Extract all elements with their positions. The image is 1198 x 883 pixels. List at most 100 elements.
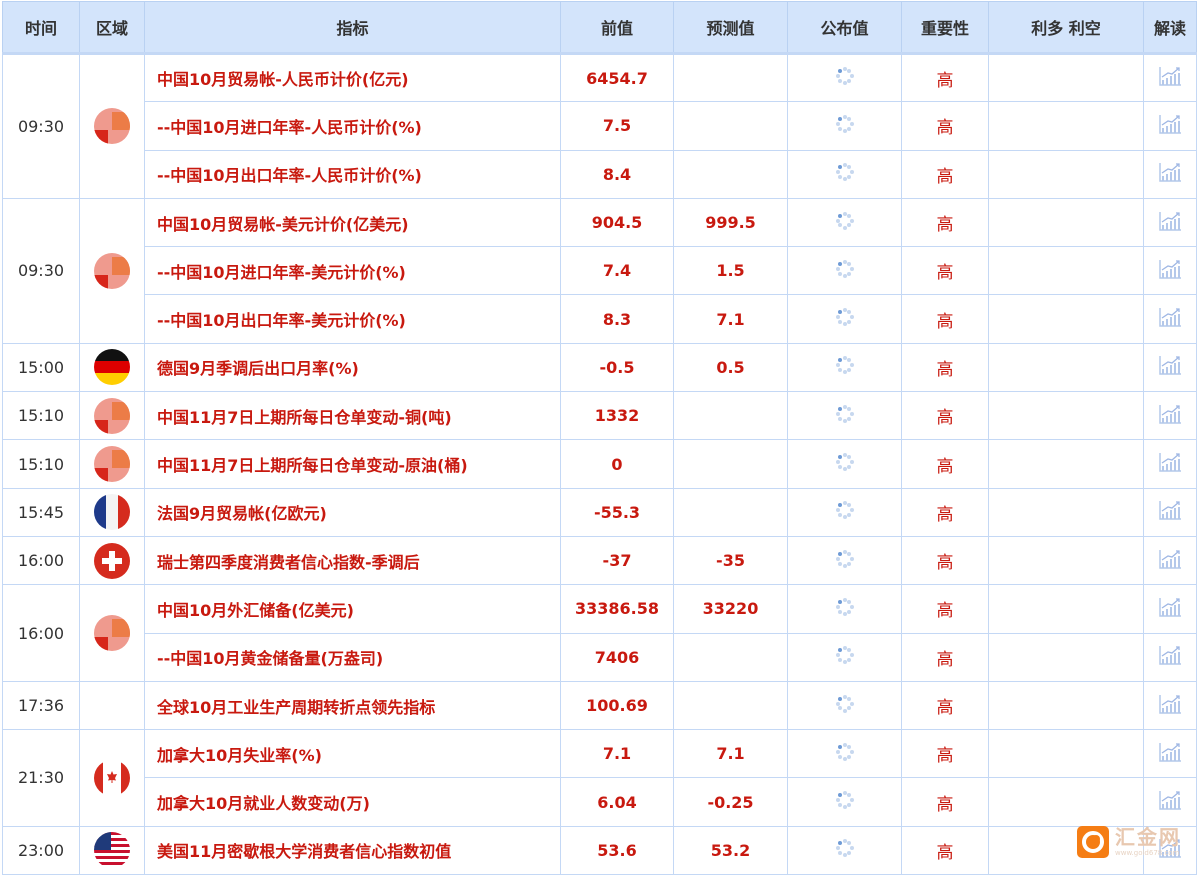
table-row: 09:30 中国10月贸易帐-人民币计价(亿元) 6454.7 高 bbox=[2, 52, 1197, 199]
analysis-cell[interactable] bbox=[1143, 729, 1197, 779]
indicator-name[interactable]: --中国10月进口年率-美元计价(%) bbox=[144, 246, 561, 296]
analysis-chart-icon[interactable] bbox=[1158, 548, 1182, 570]
importance-value: 高 bbox=[901, 294, 989, 344]
region-cell bbox=[79, 391, 145, 441]
indicator-name[interactable]: 全球10月工业生产周期转折点领先指标 bbox=[144, 680, 561, 731]
actual-value bbox=[787, 342, 902, 393]
analysis-chart-icon[interactable] bbox=[1158, 451, 1182, 473]
importance-value: 高 bbox=[901, 391, 989, 441]
analysis-chart-icon[interactable] bbox=[1158, 161, 1182, 183]
loading-spinner-icon bbox=[835, 259, 854, 278]
previous-value: 100.69 bbox=[560, 680, 674, 731]
bull-bear-cell bbox=[988, 52, 1144, 103]
analysis-cell[interactable] bbox=[1143, 52, 1197, 103]
analysis-cell[interactable] bbox=[1143, 777, 1197, 827]
bull-bear-cell bbox=[988, 197, 1144, 248]
indicator-name[interactable]: 中国11月7日上期所每日仓单变动-铜(吨) bbox=[144, 391, 561, 441]
indicator-name[interactable]: 加拿大10月就业人数变动(万) bbox=[144, 777, 561, 827]
actual-value bbox=[787, 535, 902, 586]
loading-spinner-icon bbox=[835, 404, 854, 423]
indicator-name[interactable]: --中国10月进口年率-人民币计价(%) bbox=[144, 101, 561, 151]
table-row: 16:00 瑞士第四季度消费者信心指数-季调后 -37 -35 高 bbox=[2, 535, 1197, 586]
indicator-name[interactable]: 德国9月季调后出口月率(%) bbox=[144, 342, 561, 393]
actual-value bbox=[787, 584, 902, 634]
analysis-cell[interactable] bbox=[1143, 584, 1197, 634]
analysis-cell[interactable] bbox=[1143, 535, 1197, 586]
analysis-cell[interactable] bbox=[1143, 246, 1197, 296]
analysis-chart-icon[interactable] bbox=[1158, 644, 1182, 666]
indicator-name[interactable]: 美国11月密歇根大学消费者信心指数初值 bbox=[144, 825, 561, 876]
column-header: 公布值 bbox=[787, 1, 902, 55]
bull-bear-cell bbox=[988, 632, 1144, 682]
time-cell: 15:00 bbox=[2, 342, 80, 393]
bull-bear-cell bbox=[988, 391, 1144, 441]
importance-value: 高 bbox=[901, 101, 989, 151]
analysis-chart-icon[interactable] bbox=[1158, 258, 1182, 280]
indicator-name[interactable]: 法国9月贸易帐(亿欧元) bbox=[144, 487, 561, 537]
analysis-chart-icon[interactable] bbox=[1158, 741, 1182, 763]
analysis-cell[interactable] bbox=[1143, 294, 1197, 344]
importance-value: 高 bbox=[901, 680, 989, 731]
time-cell: 15:10 bbox=[2, 439, 80, 489]
indicator-name[interactable]: 中国11月7日上期所每日仓单变动-原油(桶) bbox=[144, 439, 561, 489]
flag-china-icon bbox=[94, 615, 130, 652]
table-row: 15:00 德国9月季调后出口月率(%) -0.5 0.5 高 bbox=[2, 342, 1197, 393]
analysis-chart-icon[interactable] bbox=[1158, 65, 1182, 87]
table-row: 17:36 全球10月工业生产周期转折点领先指标 100.69 高 bbox=[2, 680, 1197, 731]
analysis-chart-icon[interactable] bbox=[1158, 210, 1182, 232]
analysis-chart-icon[interactable] bbox=[1158, 354, 1182, 376]
column-header: 区域 bbox=[79, 1, 145, 55]
bull-bear-cell bbox=[988, 680, 1144, 731]
bull-bear-cell bbox=[988, 342, 1144, 393]
actual-value bbox=[787, 149, 902, 199]
analysis-cell[interactable] bbox=[1143, 632, 1197, 682]
loading-spinner-icon bbox=[835, 549, 854, 568]
region-cell bbox=[79, 680, 145, 731]
forecast-value bbox=[673, 439, 788, 489]
indicator-name[interactable]: --中国10月黄金储备量(万盎司) bbox=[144, 632, 561, 682]
actual-value bbox=[787, 197, 902, 248]
forecast-value: 1.5 bbox=[673, 246, 788, 296]
analysis-chart-icon[interactable] bbox=[1158, 693, 1182, 715]
analysis-chart-icon[interactable] bbox=[1158, 113, 1182, 135]
analysis-cell[interactable] bbox=[1143, 149, 1197, 199]
importance-value: 高 bbox=[901, 825, 989, 876]
analysis-cell[interactable] bbox=[1143, 439, 1197, 489]
indicator-name[interactable]: --中国10月出口年率-人民币计价(%) bbox=[144, 149, 561, 199]
loading-spinner-icon bbox=[835, 501, 854, 520]
importance-value: 高 bbox=[901, 729, 989, 779]
analysis-cell[interactable] bbox=[1143, 197, 1197, 248]
analysis-chart-icon[interactable] bbox=[1158, 837, 1182, 859]
analysis-cell[interactable] bbox=[1143, 487, 1197, 537]
analysis-cell[interactable] bbox=[1143, 342, 1197, 393]
indicator-name[interactable]: --中国10月出口年率-美元计价(%) bbox=[144, 294, 561, 344]
analysis-chart-icon[interactable] bbox=[1158, 596, 1182, 618]
forecast-value bbox=[673, 149, 788, 199]
analysis-cell[interactable] bbox=[1143, 101, 1197, 151]
analysis-cell[interactable] bbox=[1143, 391, 1197, 441]
loading-spinner-icon bbox=[835, 308, 854, 327]
region-cell bbox=[79, 487, 145, 537]
indicator-name[interactable]: 中国10月外汇储备(亿美元) bbox=[144, 584, 561, 634]
analysis-cell[interactable] bbox=[1143, 680, 1197, 731]
analysis-chart-icon[interactable] bbox=[1158, 306, 1182, 328]
flag-canada-icon bbox=[94, 759, 130, 796]
table-row: 15:10 中国11月7日上期所每日仓单变动-铜(吨) 1332 高 bbox=[2, 391, 1197, 441]
actual-value bbox=[787, 439, 902, 489]
analysis-chart-icon[interactable] bbox=[1158, 499, 1182, 521]
analysis-cell[interactable] bbox=[1143, 825, 1197, 876]
indicator-name[interactable]: 瑞士第四季度消费者信心指数-季调后 bbox=[144, 535, 561, 586]
analysis-chart-icon[interactable] bbox=[1158, 789, 1182, 811]
indicator-name[interactable]: 加拿大10月失业率(%) bbox=[144, 729, 561, 779]
watermark: 汇金网 www.gold678.com bbox=[1077, 826, 1181, 858]
forecast-value: 0.5 bbox=[673, 342, 788, 393]
indicator-name[interactable]: 中国10月贸易帐-人民币计价(亿元) bbox=[144, 52, 561, 103]
indicator-name[interactable]: 中国10月贸易帐-美元计价(亿美元) bbox=[144, 197, 561, 248]
loading-spinner-icon bbox=[835, 211, 854, 230]
bull-bear-cell bbox=[988, 246, 1144, 296]
importance-value: 高 bbox=[901, 632, 989, 682]
previous-value: 7406 bbox=[560, 632, 674, 682]
actual-value bbox=[787, 729, 902, 779]
analysis-chart-icon[interactable] bbox=[1158, 403, 1182, 425]
watermark-brand: 汇金网 bbox=[1115, 825, 1181, 849]
